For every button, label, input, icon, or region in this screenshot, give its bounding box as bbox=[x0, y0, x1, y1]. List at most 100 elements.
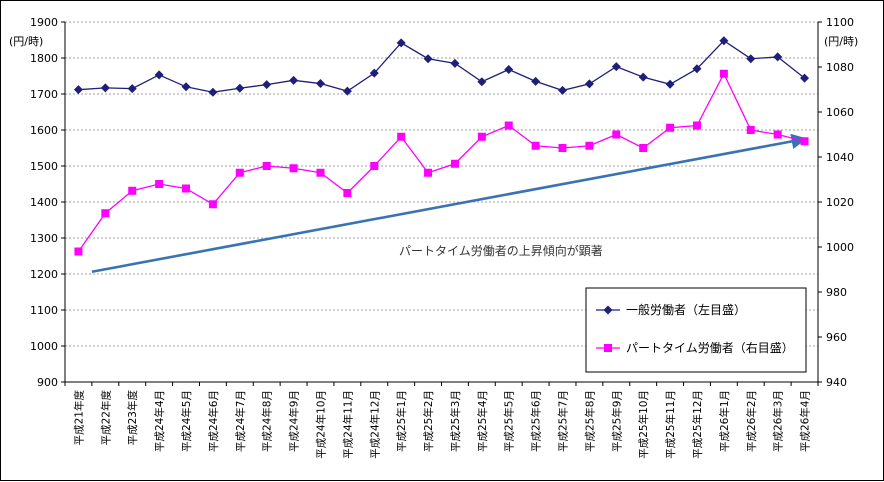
left-tick-label: 1400 bbox=[30, 196, 58, 209]
x-tick-label: 平成26年3月 bbox=[772, 390, 785, 452]
data-point-square bbox=[235, 168, 244, 177]
data-point-square bbox=[182, 184, 191, 193]
right-tick-label: 1020 bbox=[826, 196, 854, 209]
data-point-square bbox=[800, 137, 809, 146]
trend-annotation: パートタイム労働者の上昇傾向が顕著 bbox=[399, 243, 603, 258]
right-tick-label: 1060 bbox=[826, 106, 854, 119]
x-tick-label: 平成25年1月 bbox=[395, 390, 408, 452]
left-tick-label: 1600 bbox=[30, 124, 58, 137]
data-point-square bbox=[531, 141, 540, 150]
data-point-diamond bbox=[477, 77, 487, 87]
data-point-diamond bbox=[611, 62, 621, 72]
data-point-square bbox=[289, 164, 298, 173]
data-point-square bbox=[450, 159, 459, 168]
right-tick-label: 960 bbox=[826, 331, 847, 344]
x-tick-label: 平成24年12月 bbox=[368, 390, 381, 459]
x-tick-label: 平成24年6月 bbox=[207, 390, 220, 452]
data-point-diamond bbox=[315, 79, 325, 89]
data-point-diamond bbox=[235, 83, 245, 93]
data-point-diamond bbox=[719, 36, 729, 46]
data-point-square bbox=[316, 168, 325, 177]
right-tick-label: 1080 bbox=[826, 61, 854, 74]
trend-arrow bbox=[91, 133, 808, 274]
x-tick-label: 平成24年5月 bbox=[180, 390, 193, 452]
data-point-square bbox=[558, 144, 567, 152]
data-point-diamond bbox=[289, 75, 299, 85]
data-point-square bbox=[155, 180, 164, 188]
data-point-diamond bbox=[262, 80, 272, 90]
data-point-square bbox=[504, 121, 513, 130]
x-tick-label: 平成25年6月 bbox=[530, 390, 543, 452]
data-point-square bbox=[639, 144, 648, 152]
data-point-diamond bbox=[342, 86, 352, 96]
left-tick-label: 1100 bbox=[30, 304, 58, 317]
legend-marker-square bbox=[604, 344, 612, 352]
left-tick-label: 1500 bbox=[30, 160, 58, 173]
legend-marker-diamond bbox=[603, 305, 613, 315]
data-point-diamond bbox=[208, 87, 218, 97]
x-tick-label: 平成25年10月 bbox=[637, 390, 650, 459]
data-point-diamond bbox=[73, 85, 83, 95]
x-tick-label: 平成25年8月 bbox=[583, 390, 596, 452]
right-tick-label: 1100 bbox=[826, 16, 854, 29]
left-axis-unit: (円/時) bbox=[9, 35, 43, 48]
left-tick-label: 1700 bbox=[30, 88, 58, 101]
data-point-diamond bbox=[773, 52, 783, 62]
right-tick-label: 980 bbox=[826, 286, 847, 299]
data-point-diamond bbox=[692, 64, 702, 74]
left-tick-label: 1000 bbox=[30, 340, 58, 353]
x-tick-label: 平成26年1月 bbox=[718, 390, 731, 452]
x-tick-label: 平成23年度 bbox=[126, 390, 139, 446]
right-tick-label: 1000 bbox=[826, 241, 854, 254]
data-point-diamond bbox=[558, 85, 568, 95]
x-tick-label: 平成24年11月 bbox=[341, 390, 354, 459]
x-tick-label: 平成26年2月 bbox=[745, 390, 758, 452]
data-point-diamond bbox=[450, 58, 460, 68]
left-tick-label: 1900 bbox=[30, 16, 58, 29]
data-point-square bbox=[666, 123, 675, 132]
left-tick-label: 1200 bbox=[30, 268, 58, 281]
data-point-square bbox=[746, 126, 755, 134]
data-point-diamond bbox=[369, 68, 379, 78]
x-tick-label: 平成22年度 bbox=[99, 390, 112, 446]
legend-label-parttime: パートタイム労働者（右目盛） bbox=[626, 340, 794, 355]
data-point-square bbox=[719, 69, 728, 78]
data-point-diamond bbox=[504, 65, 514, 75]
data-point-diamond bbox=[531, 76, 541, 86]
data-point-square bbox=[370, 162, 379, 170]
x-tick-label: 平成25年4月 bbox=[476, 390, 489, 452]
right-axis-unit: (円/時) bbox=[824, 35, 858, 48]
x-tick-label: 平成25年9月 bbox=[610, 390, 623, 452]
x-tick-label: 平成25年11月 bbox=[664, 390, 677, 459]
x-tick-label: 平成26年4月 bbox=[799, 390, 812, 452]
data-point-square bbox=[477, 132, 486, 141]
right-tick-label: 1040 bbox=[826, 151, 854, 164]
data-point-square bbox=[101, 209, 110, 218]
data-point-square bbox=[612, 130, 621, 139]
data-point-square bbox=[424, 168, 433, 177]
data-point-square bbox=[585, 141, 594, 150]
data-point-square bbox=[74, 247, 83, 256]
data-point-square bbox=[773, 130, 782, 139]
data-point-diamond bbox=[746, 54, 756, 64]
legend-label-general: 一般労働者（左目盛） bbox=[626, 302, 746, 317]
data-point-diamond bbox=[665, 79, 675, 89]
data-point-diamond bbox=[100, 83, 110, 93]
x-tick-label: 平成24年4月 bbox=[153, 390, 166, 452]
series-line-parttime bbox=[77, 72, 805, 252]
x-tick-label: 平成24年8月 bbox=[261, 390, 274, 452]
data-point-diamond bbox=[800, 73, 810, 83]
left-tick-label: 900 bbox=[37, 376, 58, 389]
data-point-diamond bbox=[584, 79, 594, 89]
data-point-square bbox=[128, 186, 137, 195]
data-point-diamond bbox=[423, 54, 433, 64]
data-point-square bbox=[262, 162, 271, 170]
x-tick-label: 平成24年9月 bbox=[288, 390, 301, 452]
data-point-diamond bbox=[154, 70, 164, 80]
data-point-square bbox=[208, 200, 217, 209]
right-tick-label: 940 bbox=[826, 376, 847, 389]
data-point-diamond bbox=[638, 72, 648, 82]
left-tick-label: 1800 bbox=[30, 52, 58, 65]
